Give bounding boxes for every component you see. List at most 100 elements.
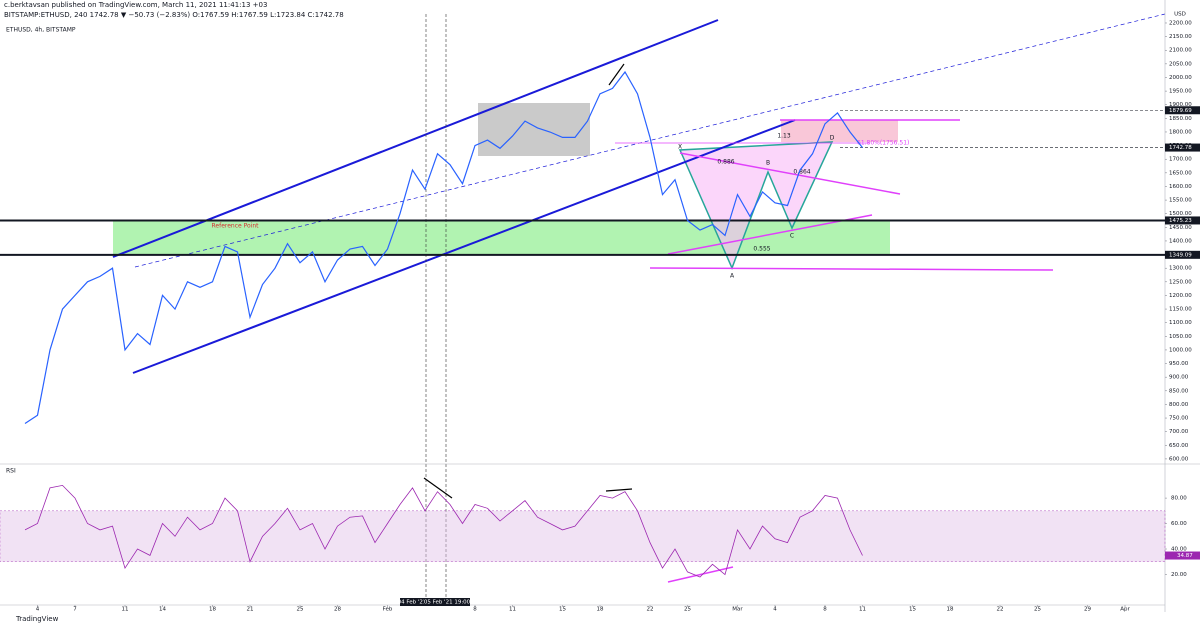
x-tick-label: Feb bbox=[383, 607, 393, 613]
y-tick-label: 1100.00 bbox=[1169, 320, 1192, 326]
published-line: c.berktavsan published on TradingView.co… bbox=[4, 1, 267, 9]
x-tick-label: 11 bbox=[122, 607, 129, 613]
y-tick-label: 900.00 bbox=[1169, 375, 1189, 381]
rsi-tick-label: 40.00 bbox=[1171, 547, 1187, 553]
level-badge bbox=[1165, 143, 1200, 152]
currency: USD bbox=[1174, 12, 1186, 18]
point-labels: X A B C D 0.886 1.13 0.864 0.555 bbox=[678, 133, 835, 280]
y-tick-label: 1250.00 bbox=[1169, 279, 1192, 285]
x-tick-label: 15 bbox=[559, 607, 566, 613]
rsi-div-3 bbox=[667, 566, 734, 583]
y-tick-label: 1950.00 bbox=[1169, 89, 1192, 95]
countdown: 01:18:50 bbox=[1174, 153, 1199, 159]
level-badge bbox=[1165, 106, 1200, 115]
rsi-label: RSI bbox=[6, 468, 16, 475]
rsi-tick-label: 60.00 bbox=[1171, 521, 1187, 527]
y-tick-label: 1200.00 bbox=[1169, 293, 1192, 299]
x-tick-label: Apr bbox=[1120, 607, 1130, 613]
x-tick-label: 28 bbox=[334, 607, 341, 613]
channel-mid bbox=[134, 13, 1166, 268]
level-label: 1475.23 bbox=[1169, 218, 1192, 224]
x-tick-label: 15 bbox=[909, 607, 916, 613]
y-tick-label: 1900.00 bbox=[1169, 102, 1192, 108]
rsi-tick-label: 80.00 bbox=[1171, 496, 1187, 502]
drawings: Reference Point 61.80%(1756.51) X A B C … bbox=[112, 13, 1166, 605]
y-tick-label: 700.00 bbox=[1169, 429, 1189, 435]
y-tick-label: 600.00 bbox=[1169, 456, 1189, 462]
x-tick-label: 29 bbox=[1084, 607, 1091, 613]
x-tick-label: 14 bbox=[159, 607, 166, 613]
ratio-4: 0.555 bbox=[753, 246, 770, 253]
x-tick-label: 18 bbox=[597, 607, 604, 613]
y-tick-label: 1800.00 bbox=[1169, 129, 1192, 135]
y-tick-label: 650.00 bbox=[1169, 443, 1189, 449]
date-badge-2-text: 05 Feb '21 19:00 bbox=[424, 600, 471, 606]
x-tick-label: 7 bbox=[73, 607, 77, 613]
low-line bbox=[649, 267, 1054, 271]
date-badge-1-text: 04 Feb '21 bbox=[398, 600, 427, 606]
y-tick-label: 1600.00 bbox=[1169, 184, 1192, 190]
y-tick-label: 2000.00 bbox=[1169, 75, 1192, 81]
x-tick-label: 11 bbox=[859, 607, 866, 613]
symbol-line: BITSTAMP:ETHUSD, 240 1742.78 ▼ −50.73 (−… bbox=[4, 11, 344, 19]
y-tick-label: 850.00 bbox=[1169, 388, 1189, 394]
x-tick-label: 8 bbox=[473, 607, 477, 613]
range-box bbox=[478, 103, 590, 156]
rsi-line bbox=[24, 484, 863, 578]
x-tick-label: 18 bbox=[209, 607, 216, 613]
y-tick-label: 1050.00 bbox=[1169, 334, 1192, 340]
x-tick-label: 11 bbox=[509, 607, 516, 613]
y-tick-label: 1300.00 bbox=[1169, 266, 1192, 272]
x-tick-label: 22 bbox=[997, 607, 1004, 613]
y-tick-label: 1450.00 bbox=[1169, 225, 1192, 231]
y-tick-label: 1700.00 bbox=[1169, 157, 1192, 163]
rsi-badge bbox=[1165, 551, 1200, 560]
reference-label: Reference Point bbox=[211, 223, 259, 230]
x-tick-label: 4 bbox=[36, 607, 40, 613]
y-tick-label: 1550.00 bbox=[1169, 198, 1192, 204]
rsi-div-2 bbox=[605, 488, 633, 492]
y-tick-label: 2200.00 bbox=[1169, 20, 1192, 26]
y-tick-label: 1500.00 bbox=[1169, 211, 1192, 217]
y-tick-label: 750.00 bbox=[1169, 416, 1189, 422]
y-tick-label: 1650.00 bbox=[1169, 170, 1192, 176]
point-b: B bbox=[766, 160, 770, 167]
y-tick-label: 800.00 bbox=[1169, 402, 1189, 408]
point-x: X bbox=[678, 144, 682, 151]
level-label: 1349.09 bbox=[1169, 252, 1192, 258]
rsi-tick-label: 20.00 bbox=[1171, 572, 1187, 578]
y-tick-label: 2050.00 bbox=[1169, 61, 1192, 67]
rsi-band bbox=[0, 510, 1166, 562]
y-tick-label: 950.00 bbox=[1169, 361, 1189, 367]
ratio-1: 0.886 bbox=[717, 159, 734, 166]
point-d: D bbox=[830, 135, 835, 142]
x-tick-label: Mar bbox=[732, 607, 743, 613]
wedge-lower bbox=[667, 214, 873, 255]
x-tick-label: 21 bbox=[247, 607, 254, 613]
wedge-upper bbox=[679, 152, 901, 195]
date-badge-2 bbox=[424, 598, 470, 606]
target-box bbox=[781, 120, 898, 142]
level-badge bbox=[1165, 216, 1200, 225]
channel-upper bbox=[112, 19, 719, 258]
date-badge-1 bbox=[400, 598, 424, 606]
level-badge bbox=[1165, 250, 1200, 259]
channel-lower bbox=[132, 119, 796, 374]
ratio-2: 1.13 bbox=[777, 133, 791, 140]
point-a: A bbox=[730, 273, 735, 280]
level-label: 1742.78 bbox=[1169, 145, 1192, 151]
support-zone bbox=[113, 220, 890, 255]
x-tick-label: 22 bbox=[647, 607, 654, 613]
x-tick-label: 8 bbox=[823, 607, 827, 613]
rsi-value-label: 34.87 bbox=[1177, 553, 1193, 559]
pane-label: ETHUSD, 4h, BITSTAMP bbox=[6, 27, 76, 34]
y-tick-label: 1000.00 bbox=[1169, 347, 1192, 353]
rsi-div-1 bbox=[423, 477, 453, 499]
y-tick-label: 1150.00 bbox=[1169, 307, 1192, 313]
footer-brand: TradingView bbox=[15, 615, 59, 623]
x-tick-label: 25 bbox=[1034, 607, 1041, 613]
level-label: 1879.69 bbox=[1169, 108, 1192, 114]
x-tick-label: 25 bbox=[297, 607, 304, 613]
